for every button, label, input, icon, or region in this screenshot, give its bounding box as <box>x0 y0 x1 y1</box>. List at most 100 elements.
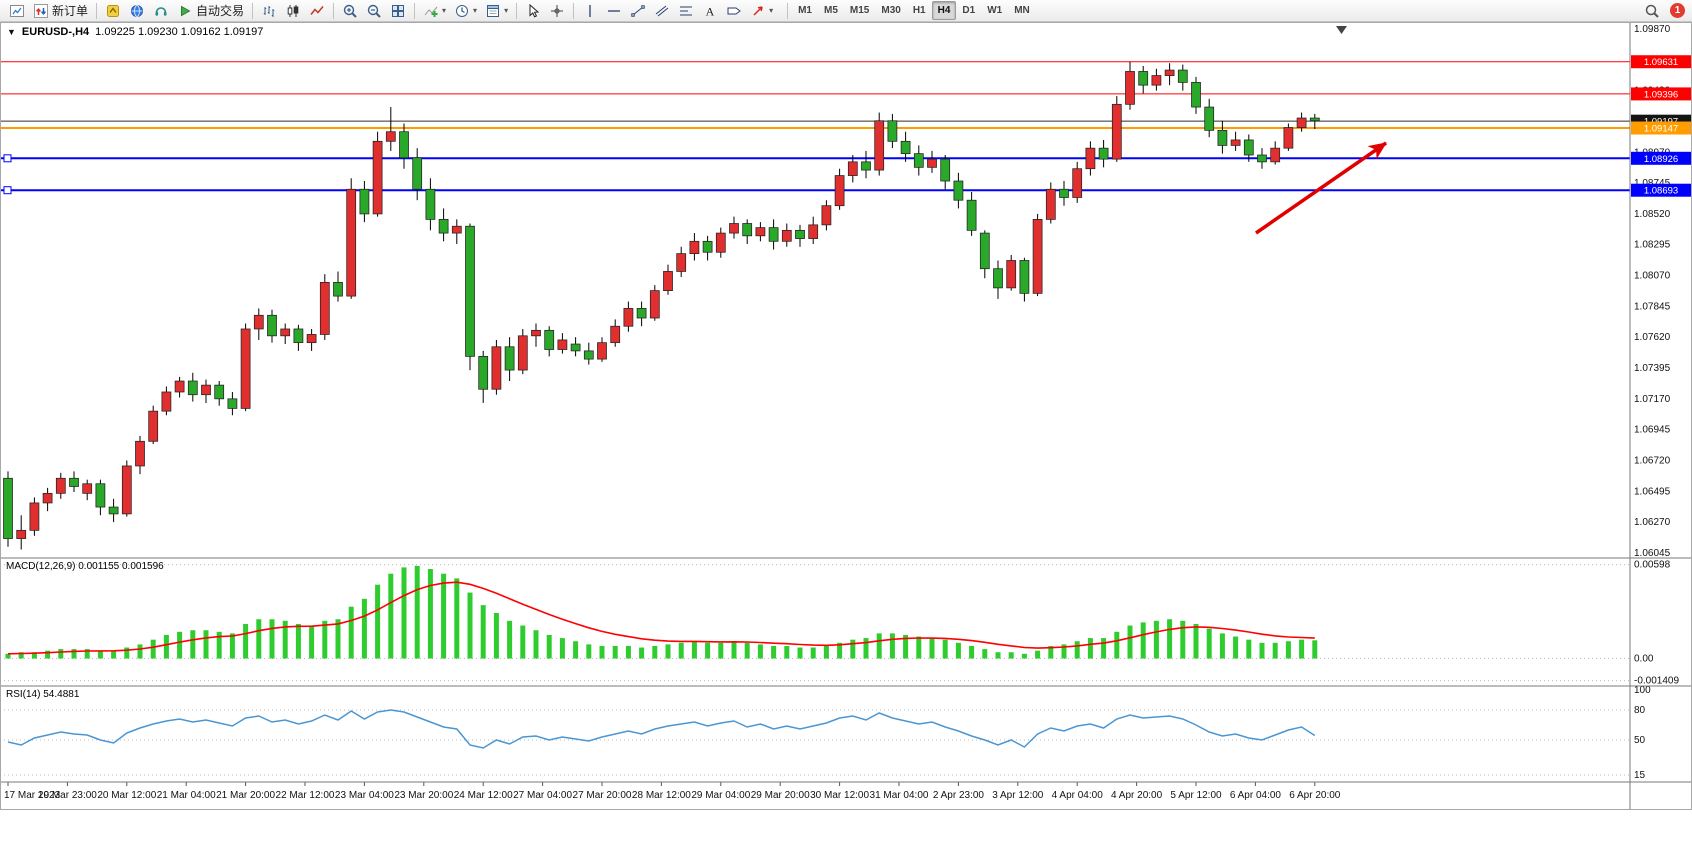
macd-panel[interactable]: 0.00598 0.00 -0.001409 <box>0 560 1679 687</box>
price-axis[interactable]: 1.06045 1.06270 1.06495 1.06720 1.06945 1.071… <box>1634 24 1671 559</box>
metaeditor-button[interactable] <box>101 1 125 21</box>
candle-up <box>253 314 264 330</box>
annotation-arrow[interactable] <box>1255 141 1387 235</box>
one-click-trading-toggle[interactable]: ▼ <box>7 27 16 37</box>
macd-histogram-bar <box>559 638 565 659</box>
toolbar-left-groups: 新订单 自动交易 ▾ ▾ ▾ A ▾ <box>5 1 777 21</box>
svg-text:A: A <box>706 4 715 18</box>
chart-title: ▼ EURUSD-,H4 1.09225 1.09230 1.09162 1.0… <box>7 26 263 38</box>
bar-chart-button[interactable] <box>257 1 281 21</box>
crosshair-button[interactable] <box>545 1 569 21</box>
candle-down <box>544 329 555 350</box>
timeframe-h1[interactable]: H1 <box>912 5 926 16</box>
search-button[interactable] <box>1640 1 1664 21</box>
time-tick-label: 30 Mar 12:00 <box>810 790 869 801</box>
cursor-icon <box>529 3 540 17</box>
trendline-button[interactable] <box>626 1 650 21</box>
autotrading-button[interactable]: 自动交易 <box>173 1 248 21</box>
candle-up <box>649 290 660 319</box>
candlestick-chart-button[interactable] <box>281 1 305 21</box>
macd-histogram-bar <box>322 620 328 659</box>
candle-up <box>280 328 291 337</box>
candle-down <box>1059 188 1069 198</box>
candle-up <box>1045 188 1056 220</box>
price-tick-label: 1.07620 <box>1634 332 1671 343</box>
macd-histogram-bar <box>625 645 631 659</box>
app-icon-button[interactable] <box>5 1 29 21</box>
timeframe-m15[interactable]: M15 <box>849 5 870 16</box>
macd-histogram-bar <box>137 644 143 659</box>
macd-histogram-bar <box>1272 642 1278 659</box>
timeframe-w1[interactable]: W1 <box>987 5 1003 16</box>
candle-up <box>385 131 396 142</box>
arrows-button[interactable]: ▾ <box>746 1 777 21</box>
support-button[interactable] <box>149 1 173 21</box>
indicators-button[interactable]: ▾ <box>419 1 450 21</box>
time-tick-label: 20 Mar 12:00 <box>97 790 156 801</box>
timeframe-mn[interactable]: MN <box>1014 5 1030 16</box>
periods-button[interactable]: ▾ <box>450 1 481 21</box>
toolbar-separator <box>573 2 575 19</box>
candle-down <box>966 199 977 231</box>
macd-histogram-bar <box>823 645 829 659</box>
support-line-1-handle[interactable] <box>3 154 12 163</box>
macd-histogram-bar <box>652 645 658 659</box>
time-tick-label: 24 Mar 12:00 <box>454 790 513 801</box>
support-line-2-handle[interactable] <box>3 186 12 195</box>
macd-histogram-bar <box>1101 638 1107 659</box>
timeframe-m1[interactable]: M1 <box>798 5 812 16</box>
tile-windows-button[interactable] <box>386 1 410 21</box>
macd-histogram-bar <box>1312 640 1318 659</box>
candle-down <box>900 140 911 155</box>
time-tick-label: 31 Mar 04:00 <box>870 790 929 801</box>
timeframe-m30[interactable]: M30 <box>881 5 901 16</box>
horizontal-line-button[interactable] <box>602 1 626 21</box>
channel-button[interactable] <box>650 1 674 21</box>
macd-histogram-bar <box>335 619 341 659</box>
macd-histogram-bar <box>388 573 394 659</box>
label-button[interactable] <box>722 1 746 21</box>
timeframe-d1[interactable]: D1 <box>962 5 976 16</box>
candle-up <box>29 502 40 531</box>
support-line-1-tag-label: 1.08926 <box>1644 154 1678 165</box>
candle-up <box>1296 117 1307 128</box>
cursor-button[interactable] <box>521 1 545 21</box>
candle-down <box>953 180 964 201</box>
rsi-panel[interactable]: 100 80 50 15 <box>0 685 1651 781</box>
community-button[interactable] <box>125 1 149 21</box>
macd-histogram-bar <box>467 592 473 659</box>
timeframe-h4[interactable]: H4 <box>931 1 957 20</box>
macd-histogram-bar <box>982 649 988 659</box>
chart-plot-area[interactable] <box>0 22 1630 558</box>
price-tick-label: 1.06045 <box>1634 548 1671 559</box>
candle-up <box>42 492 53 504</box>
price-tick-label: 1.08745 <box>1634 178 1671 189</box>
macd-histogram-bar <box>190 630 196 659</box>
macd-histogram-bar <box>256 619 262 659</box>
templates-button[interactable]: ▾ <box>481 1 512 21</box>
line-chart-button[interactable] <box>305 1 329 21</box>
macd-histogram-bar <box>493 612 499 659</box>
new-order-button[interactable]: 新订单 <box>29 1 92 21</box>
candle-up <box>597 342 607 360</box>
toolbar-separator <box>252 2 254 19</box>
macd-histogram-bar <box>1074 641 1080 659</box>
chart-shift-marker[interactable] <box>1336 26 1347 34</box>
chevron-down-icon: ▾ <box>504 5 509 15</box>
candle-up <box>847 161 858 176</box>
fibonacci-button[interactable] <box>674 1 698 21</box>
notifications-badge[interactable]: 1 <box>1670 3 1685 18</box>
candle-up <box>715 232 726 253</box>
candle-up <box>531 329 541 337</box>
text-button[interactable]: A <box>698 1 722 21</box>
time-tick-label: 6 Apr 04:00 <box>1230 790 1282 801</box>
candle-up <box>372 140 383 215</box>
zoom-out-button[interactable] <box>362 1 386 21</box>
vertical-line-button[interactable] <box>578 1 602 21</box>
zoom-in-button[interactable] <box>338 1 362 21</box>
trend-icon <box>631 4 645 17</box>
macd-histogram-bar <box>1114 631 1120 659</box>
timeframe-m5[interactable]: M5 <box>824 5 838 16</box>
macd-histogram-bar <box>1153 620 1159 659</box>
